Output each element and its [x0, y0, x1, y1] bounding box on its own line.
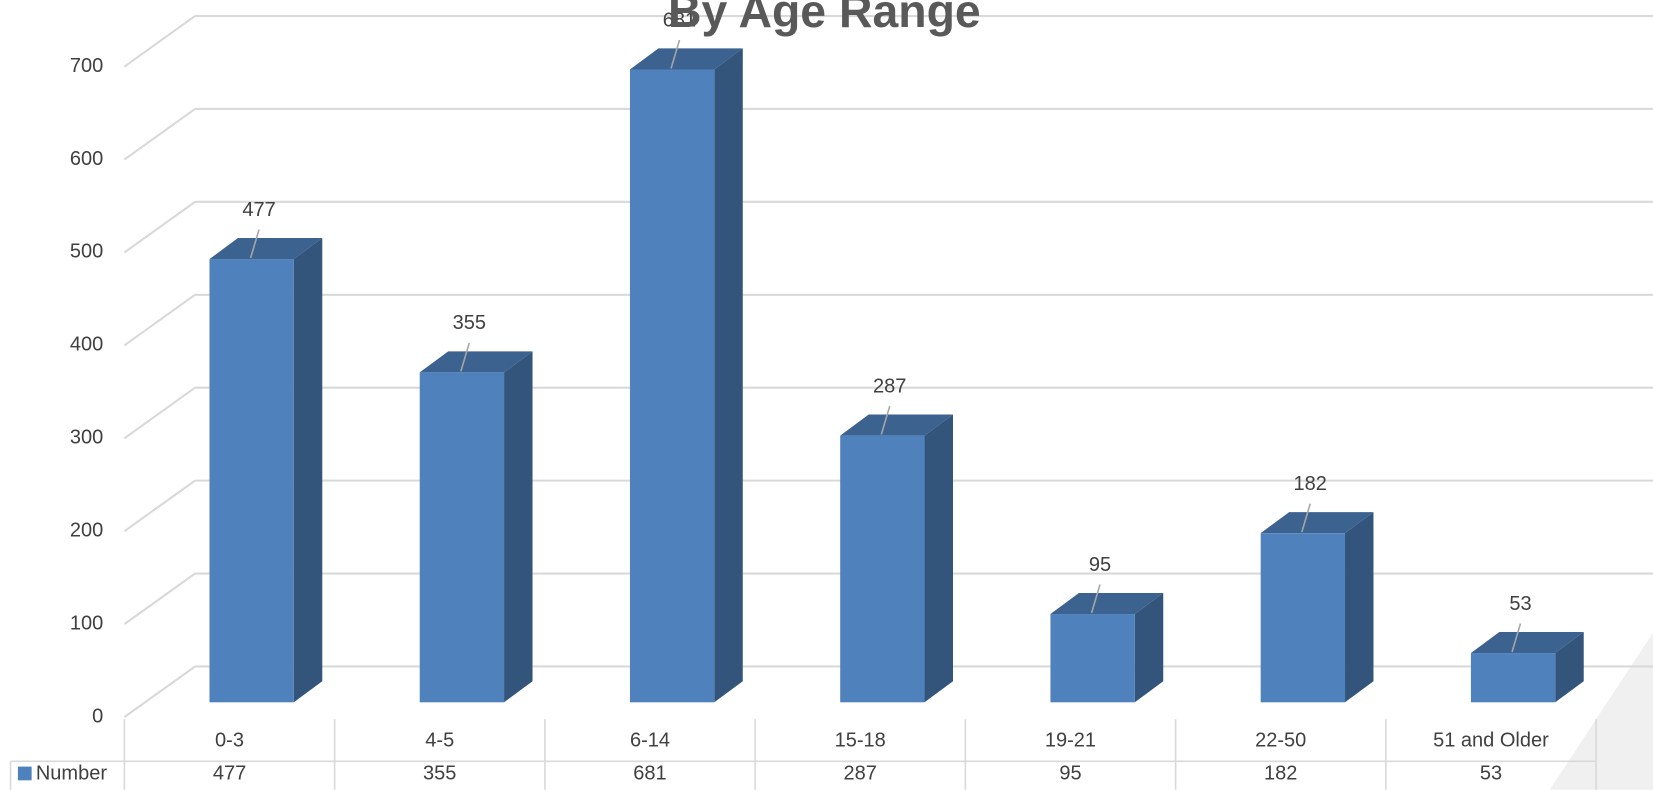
- bar: [1050, 614, 1135, 703]
- bar-top: [1050, 592, 1164, 615]
- grid-line: [123, 479, 196, 533]
- x-tick-label: 22-50: [1255, 730, 1306, 752]
- bar: [419, 372, 505, 703]
- bar-side: [924, 414, 954, 703]
- bar: [1470, 653, 1556, 703]
- leader-line: [1511, 623, 1522, 653]
- data-label: 53: [1509, 593, 1531, 615]
- y-tick-label: 300: [70, 427, 103, 449]
- legend-label: Number: [36, 762, 108, 784]
- table-value: 477: [213, 762, 246, 784]
- legend-swatch: [17, 766, 32, 781]
- chart-title: By Age Range: [668, 0, 981, 37]
- table-value: 53: [1480, 762, 1502, 784]
- x-tick-label: 15-18: [835, 730, 886, 752]
- grid-line: [123, 293, 196, 347]
- grid-line: [123, 200, 196, 254]
- table-value: 681: [633, 762, 666, 784]
- bar-top: [209, 237, 323, 260]
- table-value: 95: [1059, 762, 1081, 784]
- data-label: 287: [873, 375, 906, 397]
- bar-side: [504, 351, 533, 703]
- bar-top: [1470, 631, 1584, 654]
- leader-line: [670, 39, 681, 69]
- data-label: 681: [663, 9, 696, 31]
- x-tick-label: 6-14: [630, 730, 670, 752]
- y-tick-label: 100: [70, 612, 103, 634]
- bar-top: [840, 414, 954, 436]
- grid-line: [123, 386, 196, 440]
- leader-line: [880, 405, 891, 435]
- table-value: 355: [423, 762, 456, 784]
- bar: [840, 435, 925, 703]
- x-tick-label: 51 and Older: [1433, 730, 1549, 752]
- grid-line: [123, 15, 196, 68]
- bars: 477 355 681 287 95 182 53: [209, 9, 1584, 703]
- bar-top: [419, 351, 533, 373]
- bar: [629, 69, 715, 703]
- leader-line: [1090, 584, 1101, 614]
- x-tick-label: 4-5: [425, 730, 454, 752]
- data-table: Number 0-3 477 4-5 355 6-14 681 15-18 287 19-21 95…: [9, 719, 1597, 790]
- table-value: 287: [844, 762, 877, 784]
- bar: [209, 259, 294, 703]
- leader-line: [460, 342, 471, 372]
- y-tick-label: 200: [70, 520, 103, 542]
- grid-line: [123, 665, 196, 718]
- bar-side: [1134, 592, 1164, 703]
- bar-top: [629, 48, 743, 70]
- data-label: 355: [453, 312, 486, 334]
- data-label: 95: [1089, 554, 1111, 576]
- data-label: 477: [242, 199, 275, 221]
- y-tick-label: 400: [70, 334, 103, 356]
- decoration: [1549, 632, 1653, 790]
- bar-side: [1555, 631, 1584, 703]
- x-tick-label: 0-3: [215, 730, 244, 752]
- y-tick-label: 500: [70, 241, 103, 263]
- y-tick-label: 0: [92, 705, 103, 727]
- grid-line: [123, 108, 196, 161]
- data-label: 182: [1294, 473, 1327, 495]
- bar-side: [293, 237, 323, 703]
- y-tick-label: 700: [70, 55, 103, 77]
- bar-side: [714, 48, 743, 703]
- leader-line: [1301, 503, 1311, 533]
- bar-top: [1260, 512, 1374, 534]
- grid-line: [123, 572, 196, 625]
- bar-side: [1345, 512, 1374, 703]
- x-tick-label: 19-21: [1045, 730, 1096, 752]
- table-value: 182: [1264, 762, 1297, 784]
- bar: [1260, 533, 1346, 703]
- y-tick-label: 600: [70, 148, 103, 170]
- leader-line: [249, 229, 260, 259]
